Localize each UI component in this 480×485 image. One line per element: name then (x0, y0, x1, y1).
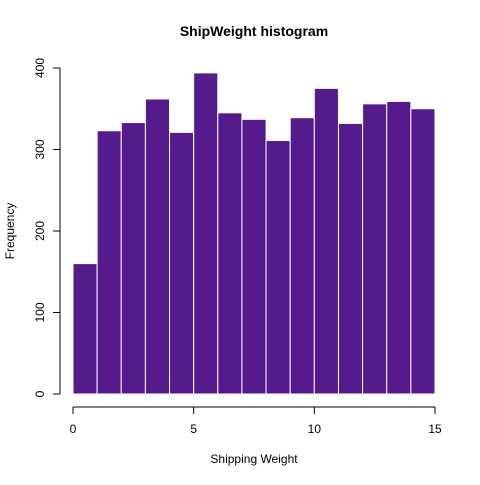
histogram-bar (144, 98, 171, 395)
histogram-bars (72, 72, 436, 395)
chart-title: ShipWeight histogram (180, 23, 328, 39)
y-axis: 0 100 200 300 400 (33, 58, 61, 397)
histogram-bar (96, 130, 122, 395)
histogram-bar (362, 103, 388, 395)
y-tick-label: 0 (33, 390, 47, 397)
histogram-bar (120, 122, 146, 395)
histogram-bar (193, 72, 219, 395)
y-axis-label: Frequency (3, 203, 17, 260)
x-axis-label: Shipping Weight (210, 452, 298, 466)
histogram-bar (217, 112, 243, 395)
histogram-bar (313, 87, 339, 395)
histogram-bar (169, 131, 195, 395)
histogram-bar (289, 117, 315, 395)
histogram-bar (337, 122, 364, 395)
y-tick-label: 400 (33, 58, 47, 78)
histogram-bar (241, 118, 267, 395)
y-tick-label: 100 (33, 302, 47, 322)
histogram-bar (386, 100, 412, 395)
y-tick-label: 200 (33, 221, 47, 241)
x-tick-label: 15 (428, 422, 442, 436)
x-tick-label: 10 (308, 422, 322, 436)
x-axis: 0 5 10 15 (70, 406, 442, 436)
histogram-bar (72, 263, 98, 395)
histogram-bar (265, 140, 291, 395)
y-tick-label: 300 (33, 139, 47, 159)
histogram-bar (410, 108, 436, 395)
x-tick-label: 5 (190, 422, 197, 436)
x-tick-label: 0 (70, 422, 77, 436)
